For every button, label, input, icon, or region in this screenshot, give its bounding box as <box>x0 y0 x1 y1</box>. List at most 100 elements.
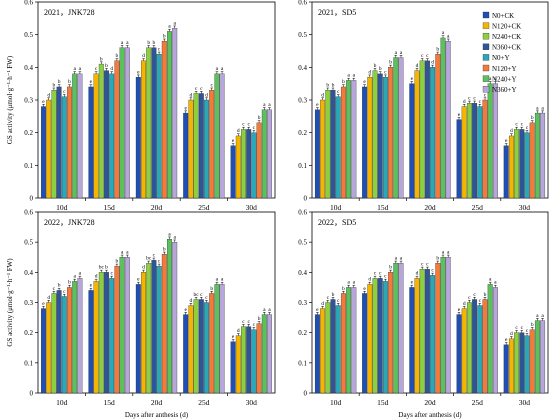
data-label: a <box>489 277 492 283</box>
data-label: c <box>473 292 476 298</box>
bar <box>46 302 52 394</box>
bar <box>93 73 99 199</box>
data-label: a <box>494 76 497 82</box>
bar <box>241 129 246 199</box>
data-label: a <box>79 66 82 72</box>
data-label: c <box>95 66 98 72</box>
data-label: c <box>63 89 66 95</box>
data-label: b <box>374 63 377 69</box>
bar <box>414 70 420 199</box>
data-label: c <box>468 295 471 301</box>
bar <box>492 287 498 394</box>
y-tick-label: 0.4 <box>24 269 33 277</box>
x-tick-label: 25d <box>472 203 484 212</box>
legend-swatch <box>482 64 490 72</box>
legend-swatch <box>482 54 490 61</box>
data-label: a <box>216 66 219 72</box>
data-label: b <box>258 316 261 322</box>
x-tick-label: 10d <box>330 203 342 212</box>
bar <box>430 275 436 394</box>
bar <box>461 106 467 199</box>
bar <box>503 344 509 394</box>
data-label: a <box>447 250 450 256</box>
bar <box>419 60 425 199</box>
bar <box>362 293 368 394</box>
chart-title: 2022，JNK728 <box>44 218 95 227</box>
bar <box>461 308 467 394</box>
data-label: c <box>374 271 377 277</box>
bar <box>440 37 446 199</box>
legend-label: N240+CK <box>492 33 521 41</box>
chart-title: 2021，SD5 <box>318 8 356 17</box>
data-label: a <box>121 40 124 46</box>
bar <box>435 54 441 199</box>
x-axis-label: Days after anthesis (d) <box>125 411 189 419</box>
y-tick-label: 0 <box>30 390 34 398</box>
bar <box>161 254 167 394</box>
data-label: b <box>147 40 150 46</box>
data-label: b <box>436 256 439 262</box>
x-tick-label: 15d <box>103 203 115 212</box>
data-label: c <box>63 289 66 295</box>
data-label: bc <box>146 256 152 262</box>
data-label: e <box>90 79 93 85</box>
data-label: c <box>515 122 518 128</box>
data-label: a <box>221 277 224 283</box>
data-label: b <box>68 280 71 286</box>
bar <box>372 70 378 199</box>
bar <box>198 299 204 394</box>
bar <box>56 86 62 199</box>
data-label: c <box>153 253 156 259</box>
bar <box>204 302 209 394</box>
bar <box>256 323 262 394</box>
data-label: a <box>353 280 356 286</box>
bar <box>135 76 141 199</box>
bar <box>230 145 236 199</box>
bar <box>61 296 67 394</box>
legend-label: N0+CK <box>492 12 514 20</box>
y-tick-label: 0.1 <box>24 162 33 170</box>
bar <box>419 269 425 394</box>
data-label: c <box>53 286 56 292</box>
bar <box>214 284 220 394</box>
x-tick-label: 15d <box>103 398 115 407</box>
chart-title: 2021，JNK728 <box>44 8 95 17</box>
chart-panel-3: 00.10.20.30.40.50.62022，JNK72810dedcbcba… <box>6 209 276 419</box>
bar <box>124 47 130 199</box>
data-label: bc <box>193 292 199 298</box>
data-label: c <box>479 99 482 105</box>
y-tick-label: 0.6 <box>298 209 307 217</box>
data-label: b <box>332 83 335 89</box>
bar <box>251 329 257 394</box>
bar <box>261 314 267 394</box>
data-label: a <box>268 102 271 108</box>
bar <box>104 272 109 394</box>
data-label: b <box>116 259 119 265</box>
data-label: e <box>363 79 366 85</box>
data-label: d <box>190 298 193 304</box>
data-label: c <box>195 86 198 92</box>
data-label: a <box>216 277 219 283</box>
data-label: a <box>126 40 129 46</box>
bar <box>77 278 83 394</box>
bar <box>77 73 83 199</box>
bar <box>198 93 204 199</box>
x-tick-label: 10d <box>330 398 342 407</box>
data-label: e <box>137 69 140 75</box>
data-label: b <box>332 292 335 298</box>
data-label: e <box>137 277 140 283</box>
data-label: a <box>442 30 445 36</box>
data-label: a <box>263 102 266 108</box>
bar <box>477 305 483 394</box>
bar <box>514 129 520 199</box>
data-label: c <box>200 86 203 92</box>
bar <box>135 284 141 394</box>
data-label: c <box>210 83 213 89</box>
x-tick-label: 20d <box>151 203 163 212</box>
y-tick-label: 0.3 <box>298 97 307 105</box>
data-label: d <box>416 63 419 69</box>
y-axis-label: GS activity (μmol·g⁻¹·h⁻¹ FW) <box>6 55 14 144</box>
data-label: e <box>184 105 187 111</box>
data-label: b <box>105 63 108 69</box>
data-label: a <box>168 24 171 30</box>
